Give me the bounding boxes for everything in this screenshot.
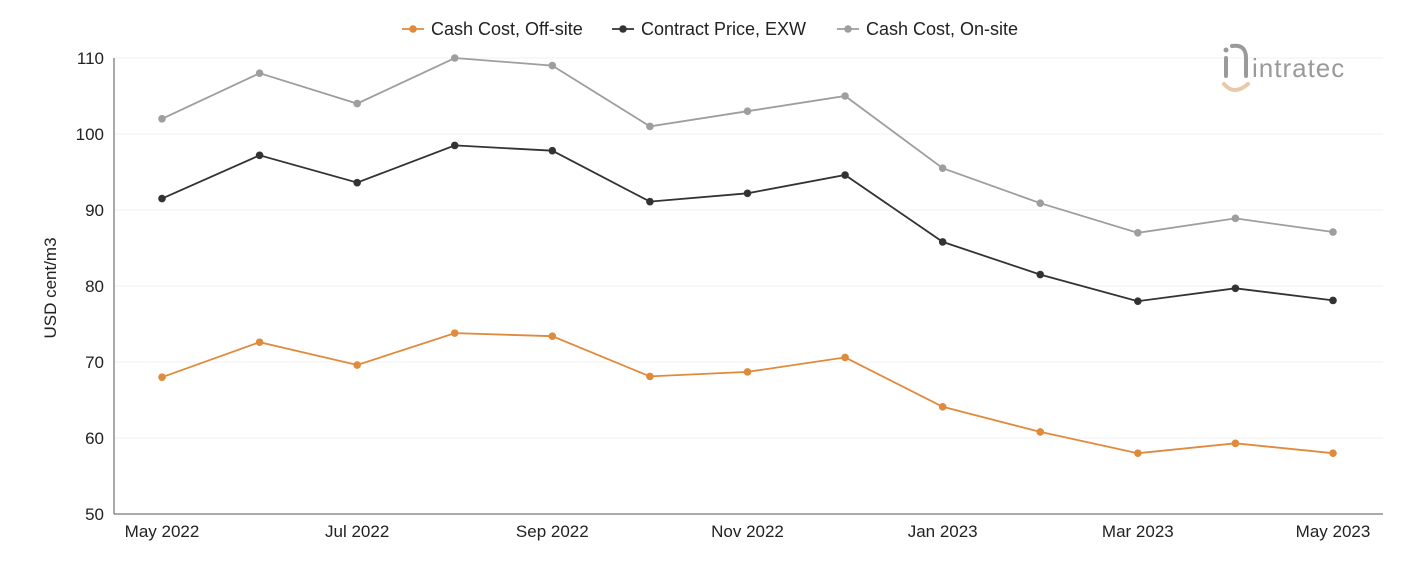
data-point (158, 115, 166, 123)
data-point (1231, 284, 1240, 293)
legend: Cash Cost, Off-site Contract Price, EXW Ca… (402, 19, 1018, 39)
y-tick-label: 80 (85, 277, 104, 296)
data-point (1134, 229, 1142, 237)
data-point (938, 238, 947, 246)
series-1 (158, 141, 1337, 306)
data-point (353, 361, 361, 369)
data-point (841, 353, 849, 362)
data-point (646, 122, 654, 131)
data-point (646, 197, 654, 206)
data-point (548, 146, 557, 155)
x-tick-label: May 2022 (125, 522, 200, 541)
data-point (1134, 449, 1142, 458)
data-point (548, 61, 557, 70)
data-point (1329, 228, 1337, 236)
data-point (841, 92, 849, 100)
legend-label: Contract Price, EXW (641, 19, 806, 39)
data-point (450, 141, 459, 150)
data-point (1036, 199, 1045, 207)
y-tick-label: 90 (85, 201, 104, 220)
y-tick-label: 70 (85, 353, 104, 372)
data-point (353, 99, 361, 108)
data-point (255, 151, 264, 160)
series-line (161, 332, 1334, 455)
data-point (743, 189, 752, 198)
data-point (1134, 297, 1142, 306)
data-point (743, 107, 752, 115)
legend-label: Cash Cost, On-site (866, 19, 1018, 39)
data-point (938, 164, 947, 172)
data-point (1329, 449, 1337, 458)
data-point (938, 403, 947, 411)
series-line (161, 144, 1334, 303)
x-tick-label: Jan 2023 (908, 522, 978, 541)
data-point (353, 178, 361, 187)
x-tick-label: May 2023 (1296, 522, 1371, 541)
legend-item: Contract Price, EXW (612, 19, 806, 39)
x-tick-label: Nov 2022 (711, 522, 784, 541)
data-point (1036, 428, 1045, 436)
axes (113, 58, 1383, 515)
y-tick-label: 50 (85, 505, 104, 524)
data-point (1329, 296, 1337, 305)
data-point (841, 171, 849, 179)
data-point (548, 332, 557, 340)
data-point (158, 373, 166, 382)
x-tick-label: Jul 2022 (325, 522, 389, 541)
data-point (1231, 439, 1240, 448)
y-tick-label: 60 (85, 429, 104, 448)
series-2 (158, 54, 1337, 237)
x-tick-label: Sep 2022 (516, 522, 589, 541)
data-point (255, 338, 264, 347)
intratec-logo-icon (1222, 43, 1250, 92)
data-point (450, 54, 459, 62)
legend-marker (844, 25, 852, 33)
data-point (158, 194, 166, 203)
data-point (255, 69, 264, 77)
x-tick-label: Mar 2023 (1102, 522, 1174, 541)
data-point (743, 368, 752, 376)
grid-lines (114, 57, 1383, 439)
x-tick-labels: May 2022 Jul 2022 Sep 2022 Nov 2022 Jan 2023… (125, 522, 1371, 541)
data-point (1231, 214, 1240, 223)
legend-label: Cash Cost, Off-site (431, 19, 583, 39)
legend-item: Cash Cost, On-site (837, 19, 1018, 39)
series-lines (158, 54, 1337, 458)
series-0 (158, 329, 1337, 458)
data-point (646, 372, 654, 381)
y-axis-label: USD cent/m3 (41, 237, 60, 338)
data-point (1036, 270, 1045, 279)
y-tick-labels: 50 60 70 80 90 100 110 (76, 49, 104, 524)
legend-marker (619, 25, 627, 33)
legend-item: Cash Cost, Off-site (402, 19, 583, 39)
series-line (161, 57, 1334, 234)
logo-text: intratec (1252, 53, 1345, 83)
data-point (450, 329, 459, 337)
intratec-logo: intratec (1222, 43, 1345, 92)
legend-marker (409, 25, 417, 33)
y-tick-label: 110 (77, 49, 104, 68)
y-tick-label: 100 (76, 125, 104, 144)
